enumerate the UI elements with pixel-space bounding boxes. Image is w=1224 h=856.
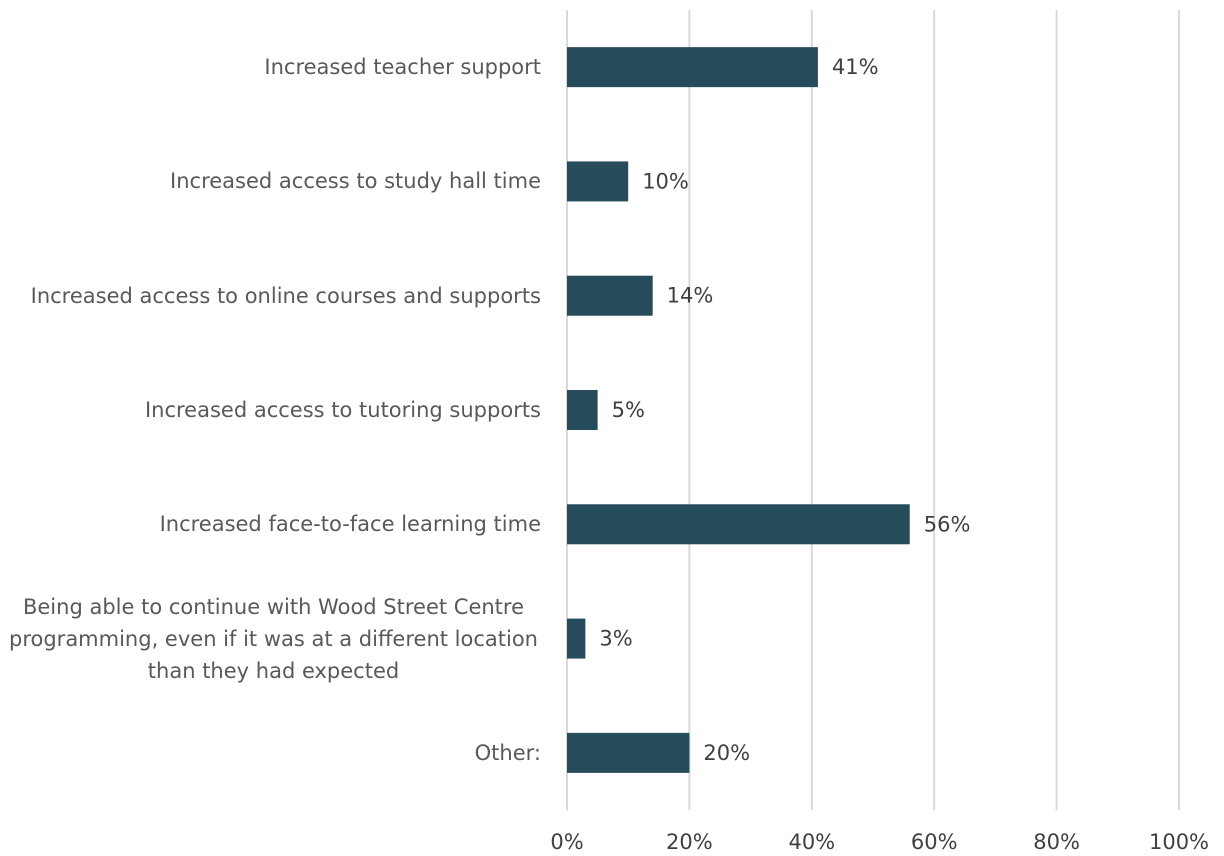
y-tick-label: Increased face-to-face learning time (159, 512, 541, 537)
data-label: 14% (667, 284, 714, 308)
bar (567, 618, 586, 659)
y-tick-label: Other: (474, 740, 541, 765)
x-tick-label: 20% (666, 830, 713, 854)
x-tick-label: 40% (788, 830, 835, 854)
x-tick-label: 100% (1149, 830, 1209, 854)
x-tick-label: 80% (1033, 830, 1080, 854)
data-label: 10% (642, 169, 689, 193)
bar (567, 732, 690, 773)
bar (567, 390, 598, 430)
data-label: 20% (703, 741, 750, 765)
y-tick-label: Increased access to study hall time (170, 169, 541, 194)
data-label: 5% (612, 398, 645, 422)
bar (567, 275, 653, 316)
x-tick-label: 0% (550, 830, 583, 854)
data-label: 56% (924, 512, 971, 536)
x-tick-label: 60% (911, 830, 958, 854)
data-label: 3% (599, 627, 632, 651)
bar (567, 47, 818, 88)
bar (567, 161, 629, 202)
y-tick-label: Being able to continue with Wood Street … (9, 594, 538, 683)
y-tick-label: Increased teacher support (264, 55, 541, 80)
y-tick-label: Increased access to tutoring supports (144, 398, 541, 422)
data-label: 41% (832, 55, 879, 79)
bar (567, 504, 910, 545)
y-tick-label: Increased access to online courses and s… (30, 283, 541, 308)
